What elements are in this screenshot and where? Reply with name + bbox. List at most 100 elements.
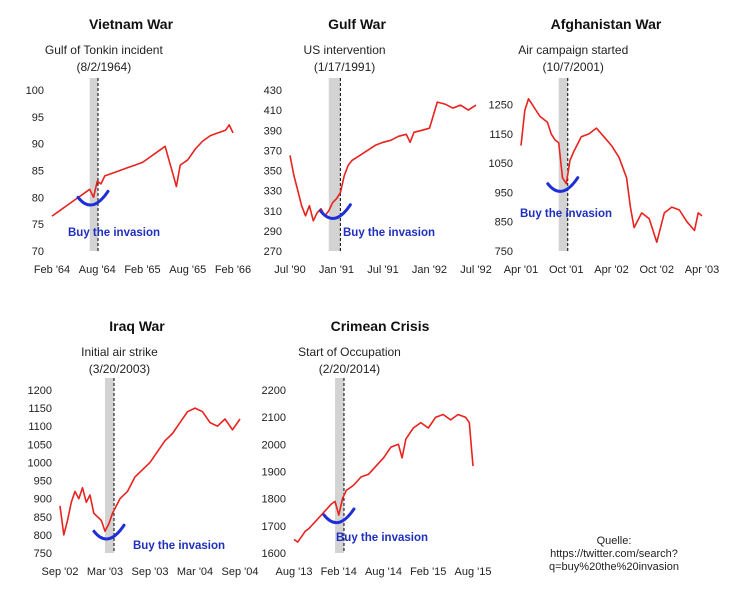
x-tick-label: Oct '01: [549, 264, 584, 276]
event-date: (10/7/2001): [543, 60, 604, 74]
buy-the-invasion-label: Buy the invasion: [343, 227, 435, 239]
chart-title: Crimean Crisis: [331, 318, 430, 334]
x-tick-label: Feb '65: [124, 264, 160, 276]
x-tick-label: Sep '04: [222, 566, 259, 578]
y-tick-label: 1700: [262, 521, 286, 533]
x-tick-label: Aug '13: [276, 566, 313, 578]
y-tick-label: 1150: [28, 403, 52, 415]
shaded-period: [335, 378, 344, 553]
shaded-period: [105, 378, 114, 553]
y-tick-label: 1200: [28, 385, 52, 397]
x-tick-label: Feb '66: [215, 264, 251, 276]
source-note: Quelle: https://twitter.com/search? q=bu…: [549, 535, 679, 573]
y-tick-label: 310: [264, 206, 282, 218]
y-tick-label: 430: [264, 85, 282, 97]
buy-the-invasion-label: Buy the invasion: [133, 540, 225, 552]
y-tick-label: 70: [32, 246, 44, 258]
y-tick-label: 1600: [262, 548, 286, 560]
y-tick-label: 1800: [262, 494, 286, 506]
y-tick-label: 370: [264, 145, 282, 157]
event-label: Initial air strike: [81, 345, 158, 359]
shaded-period: [558, 78, 568, 251]
buy-marker-icon: [322, 507, 356, 525]
y-tick-label: 1900: [262, 467, 286, 479]
buy-marker-icon: [76, 189, 110, 207]
series-line: [520, 98, 703, 243]
y-tick-label: 80: [32, 192, 44, 204]
x-tick-label: Aug '64: [79, 264, 116, 276]
event-date: (8/2/1964): [77, 60, 132, 74]
y-tick-label: 1150: [489, 129, 513, 141]
shaded-period: [328, 78, 341, 251]
source-url-line1: https://twitter.com/search?: [550, 548, 678, 560]
y-tick-label: 85: [32, 166, 44, 178]
series-line: [51, 124, 234, 217]
chart-title: Afghanistan War: [551, 16, 662, 32]
x-tick-label: Mar '03: [87, 566, 123, 578]
buy-marker-icon: [318, 203, 352, 220]
chart-title: Iraq War: [109, 318, 165, 334]
y-tick-label: 290: [264, 226, 282, 238]
y-tick-label: 1100: [28, 421, 52, 433]
chart-title: Gulf War: [328, 16, 386, 32]
y-tick-label: 75: [32, 219, 44, 231]
event-date: (2/20/2014): [319, 362, 380, 376]
y-tick-label: 90: [32, 139, 44, 151]
buy-marker-icon: [546, 176, 580, 193]
source-url-line2: q=buy%20the%20invasion: [549, 561, 679, 573]
y-tick-label: 2200: [262, 385, 286, 397]
series-line: [59, 407, 241, 536]
event-date: (1/17/1991): [314, 60, 375, 74]
buy-the-invasion-label: Buy the invasion: [336, 532, 428, 544]
x-tick-label: Aug '14: [365, 566, 402, 578]
chart-panel-4: Iraq War Initial air strike (3/20/2003) 750…: [28, 318, 259, 578]
y-tick-label: 2100: [262, 412, 286, 424]
chart-panel-5: Crimean Crisis Start of Occupation (2/20/2…: [262, 318, 492, 578]
x-tick-label: Jul '90: [274, 264, 305, 276]
x-tick-label: Feb '15: [410, 566, 446, 578]
event-date: (3/20/2003): [89, 362, 150, 376]
y-tick-label: 800: [34, 530, 52, 542]
buy-the-invasion-label: Buy the invasion: [68, 227, 160, 239]
y-tick-label: 390: [264, 125, 282, 137]
y-tick-label: 750: [495, 246, 513, 258]
x-tick-label: Sep '03: [132, 566, 169, 578]
chart-panel-3: Afghanistan War Air campaign started (10/7…: [489, 16, 720, 276]
y-tick-label: 350: [264, 166, 282, 178]
x-tick-label: Apr '01: [504, 264, 539, 276]
y-tick-label: 270: [264, 246, 282, 258]
y-tick-label: 950: [34, 476, 52, 488]
x-tick-label: Aug '65: [169, 264, 206, 276]
y-tick-label: 950: [495, 187, 513, 199]
y-tick-label: 1000: [28, 457, 52, 469]
x-tick-label: Sep '02: [42, 566, 79, 578]
x-tick-label: Jul '92: [460, 264, 491, 276]
y-tick-label: 750: [34, 548, 52, 560]
chart-panel-1: Vietnam War Gulf of Tonkin incident (8/2/1…: [26, 16, 252, 276]
chart-title: Vietnam War: [89, 16, 174, 32]
series-line: [289, 101, 477, 222]
series-line: [293, 413, 474, 543]
y-tick-label: 850: [495, 217, 513, 229]
x-tick-label: Jul '91: [367, 264, 398, 276]
buy-marker-icon: [92, 523, 126, 541]
x-tick-label: Aug '15: [455, 566, 492, 578]
event-label: US intervention: [304, 43, 386, 57]
buy-the-invasion-label: Buy the invasion: [520, 208, 612, 220]
event-label: Gulf of Tonkin incident: [45, 43, 164, 57]
y-tick-label: 850: [34, 512, 52, 524]
x-tick-label: Feb '14: [321, 566, 357, 578]
y-tick-label: 2000: [262, 439, 286, 451]
x-tick-label: Jan '91: [319, 264, 354, 276]
x-tick-label: Feb '64: [34, 264, 70, 276]
y-tick-label: 330: [264, 186, 282, 198]
y-tick-label: 1250: [489, 100, 513, 112]
x-tick-label: Apr '03: [685, 264, 720, 276]
source-label: Quelle:: [597, 535, 632, 547]
x-tick-label: Mar '04: [177, 566, 213, 578]
y-tick-label: 900: [34, 494, 52, 506]
chart-panel-2: Gulf War US intervention (1/17/1991) 270 290…: [264, 16, 492, 276]
x-tick-label: Apr '02: [594, 264, 629, 276]
y-tick-label: 1050: [489, 158, 513, 170]
